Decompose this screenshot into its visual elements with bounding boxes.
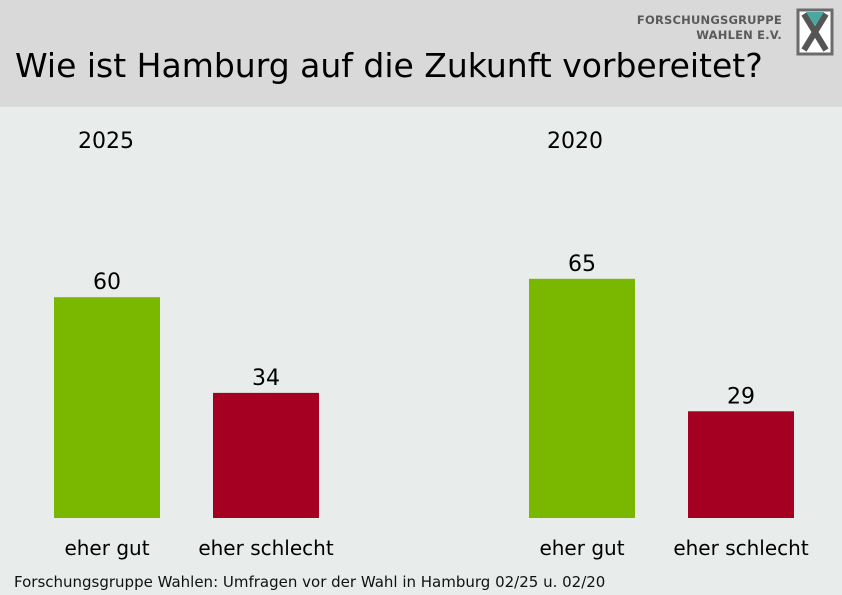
- logo-line-1: FORSCHUNGSGRUPPE: [636, 13, 782, 27]
- chart-title-2025: 2025: [78, 129, 134, 154]
- logo-text: FORSCHUNGSGRUPPE WAHLEN E.V.: [637, 13, 782, 43]
- category-label-2025-0: eher gut: [64, 536, 149, 560]
- category-label-2025-1: eher schlecht: [198, 536, 333, 560]
- bar-2025-1: [213, 392, 319, 518]
- category-label-2020-0: eher gut: [539, 536, 624, 560]
- bar-2020-0: [529, 278, 635, 518]
- source-note: Forschungsgruppe Wahlen: Umfragen vor de…: [14, 573, 606, 591]
- data-label-2025-0: 60: [93, 270, 121, 295]
- data-label-2020-1: 29: [727, 384, 755, 409]
- chart-title-2020: 2020: [547, 129, 603, 154]
- bar-2020-1: [688, 411, 794, 518]
- data-label-2025-1: 34: [252, 366, 280, 391]
- chart: 2025 60 eher gut 34 eher schlecht 2020 65 eher …: [54, 129, 809, 560]
- bar-2025-0: [54, 297, 160, 518]
- category-label-2020-1: eher schlecht: [673, 536, 808, 560]
- data-label-2020-0: 65: [568, 252, 596, 277]
- page-title: Wie ist Hamburg auf die Zukunft vorberei…: [15, 46, 763, 85]
- header-bar: Wie ist Hamburg auf die Zukunft vorberei…: [0, 0, 842, 107]
- logo-line-2: WAHLEN E.V.: [696, 28, 782, 42]
- fgw-logo-icon: [796, 8, 834, 56]
